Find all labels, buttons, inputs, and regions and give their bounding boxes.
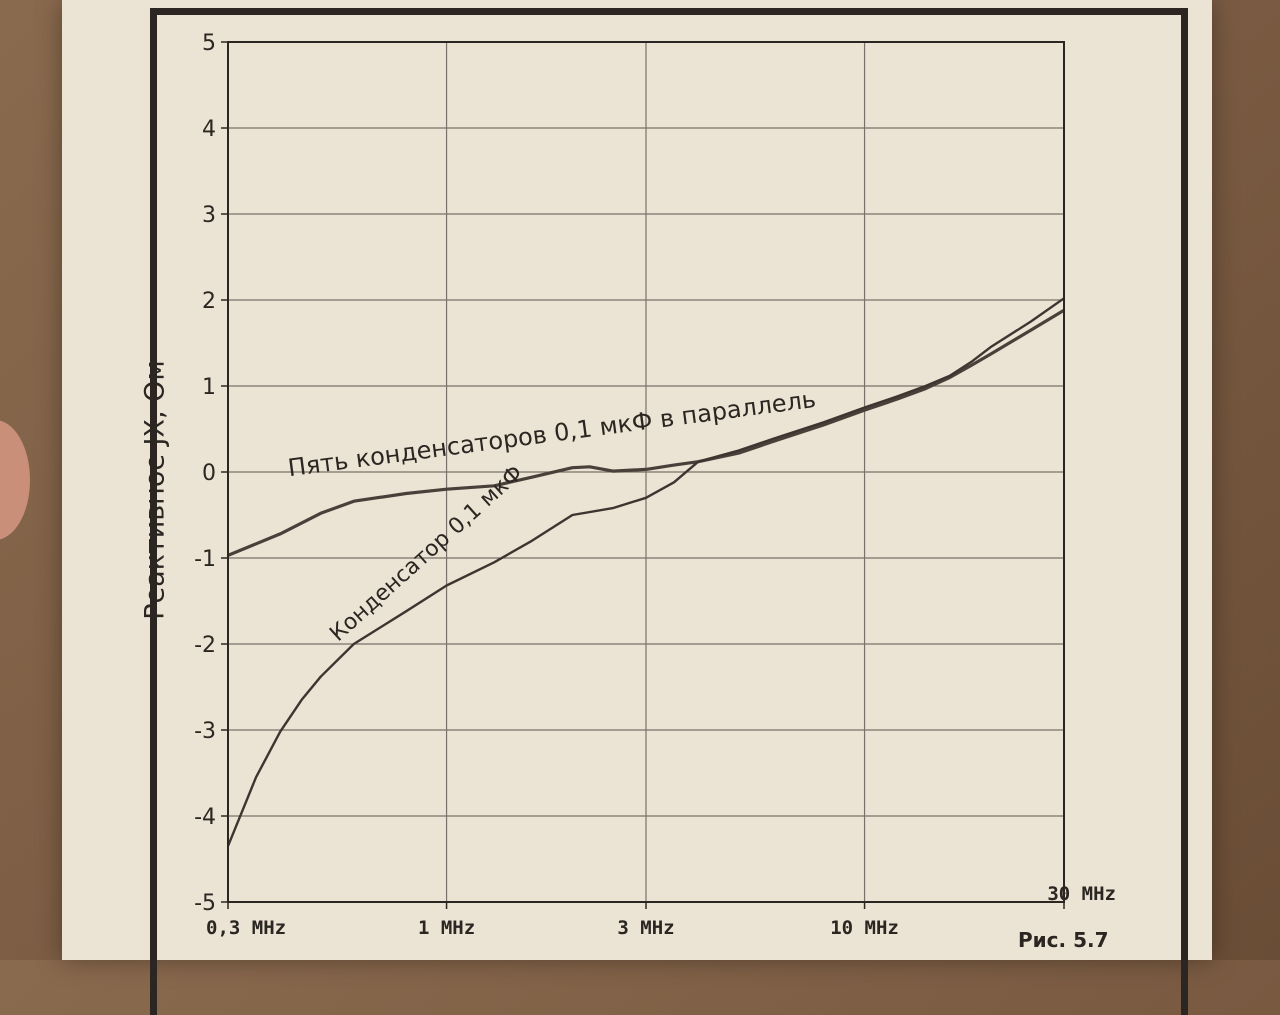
y-tick-label: 2 — [202, 289, 216, 314]
x-tick-label: 0,3 MHz — [206, 917, 286, 939]
x-tick-label: 1 MHz — [418, 917, 475, 939]
y-tick-label: 3 — [202, 203, 216, 228]
series-lines — [226, 297, 1065, 847]
y-axis-title: Реактивное JX, Ом — [139, 360, 171, 620]
y-tick-label: 0 — [202, 461, 216, 486]
series-labels: Пять конденсаторов 0,1 мкФ в параллельКо… — [286, 385, 817, 647]
figure-label: Рис. 5.7 — [1018, 928, 1109, 952]
y-tick-label: 5 — [202, 31, 216, 56]
grid-lines — [221, 41, 1065, 909]
series-line-1 — [227, 308, 1065, 557]
y-tick-label: -5 — [194, 891, 216, 916]
series-label-1: Пять конденсаторов 0,1 мкФ в параллель — [286, 385, 817, 482]
y-tick-label: 1 — [202, 375, 216, 400]
series-label-2: Конденсатор 0,1 мкФ — [325, 461, 528, 647]
x-tick-label: 3 MHz — [617, 917, 674, 939]
y-tick-label: -4 — [194, 805, 216, 830]
reactance-chart: 5 4 3 2 1 0 -1 -2 -3 -4 -5 0,3 MHz 1 MHz 3 MHz 10 MHz… — [194, 31, 1116, 939]
y-tick-label: -3 — [194, 719, 216, 744]
x-tick-label: 10 MHz — [830, 917, 899, 939]
book-page — [62, 0, 1212, 1015]
series-line-2 — [226, 297, 1065, 847]
y-tick-label: -1 — [194, 547, 216, 572]
page-frame — [150, 8, 1188, 1015]
y-tick-label: 4 — [202, 117, 216, 142]
y-tick-label: -2 — [194, 633, 216, 658]
y-tick-labels: 5 4 3 2 1 0 -1 -2 -3 -4 -5 — [194, 31, 216, 916]
plot-frame — [227, 41, 1065, 903]
